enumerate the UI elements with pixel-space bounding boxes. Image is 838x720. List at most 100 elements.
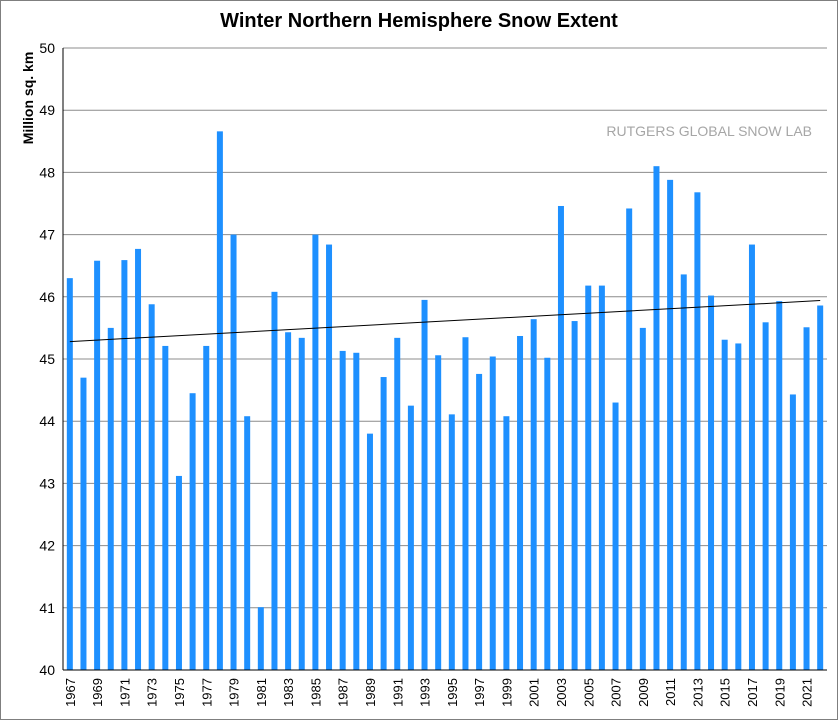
bar-2006 (598, 285, 605, 670)
bar-1975 (175, 475, 182, 670)
x-tick-label: 2007 (609, 678, 624, 707)
bar-2001 (530, 319, 537, 670)
y-tick-label: 45 (39, 351, 55, 367)
y-tick-label: 48 (39, 164, 55, 180)
bar-1991 (394, 337, 401, 670)
bar-1976 (189, 393, 196, 670)
y-tick-label: 49 (39, 102, 55, 118)
bar-1992 (407, 405, 414, 670)
bar-1984 (298, 337, 305, 670)
bar-2013 (694, 192, 701, 670)
bar-1985 (312, 234, 319, 670)
x-tick-label: 1989 (363, 678, 378, 707)
x-tick-label: 2009 (636, 678, 651, 707)
bar-2016 (735, 343, 742, 670)
y-tick-label: 50 (39, 40, 55, 56)
bar-1998 (489, 356, 496, 670)
bar-2022 (817, 305, 824, 670)
bar-2004 (571, 321, 578, 670)
bar-2000 (517, 335, 524, 670)
bar-1995 (448, 414, 455, 670)
bar-2011 (667, 179, 674, 670)
bar-1973 (148, 304, 155, 670)
x-tick-label: 1981 (254, 678, 269, 707)
y-tick-label: 46 (39, 289, 55, 305)
x-tick-label: 1987 (336, 678, 351, 707)
bar-1978 (216, 131, 223, 670)
bar-2019 (776, 301, 783, 670)
bar-1977 (203, 345, 210, 670)
bars (66, 131, 824, 670)
x-tick-labels: 1967 1969 1971 1973 1975 1977 1979 1981 1983 1985… (63, 678, 815, 707)
bar-1999 (503, 416, 510, 670)
bar-2017 (748, 244, 755, 670)
bar-1990 (380, 377, 387, 670)
x-tick-label: 2019 (772, 678, 787, 707)
bar-2015 (721, 339, 728, 670)
bar-2002 (544, 357, 551, 670)
bar-2008 (626, 208, 633, 670)
x-tick-label: 1995 (445, 678, 460, 707)
bar-1982 (271, 291, 278, 670)
axes (62, 48, 827, 671)
bar-1980 (244, 416, 251, 670)
x-tick-label: 2011 (663, 678, 678, 706)
x-tick-label: 1975 (172, 678, 187, 707)
bar-2005 (585, 285, 592, 670)
bar-2014 (708, 295, 715, 670)
x-tick-label: 1993 (418, 678, 433, 707)
y-tick-labels: 40 41 42 43 44 45 46 47 48 49 50 (39, 40, 55, 678)
x-tick-label: 1977 (199, 678, 214, 707)
bar-1993 (421, 299, 428, 670)
y-tick-label: 42 (39, 538, 55, 554)
x-tick-label: 1983 (281, 678, 296, 707)
watermark-annotation: RUTGERS GLOBAL SNOW LAB (606, 123, 812, 139)
bar-1972 (135, 248, 142, 670)
trendline-group (69, 300, 821, 343)
chart-title: Winter Northern Hemisphere Snow Extent (220, 10, 618, 32)
bar-2020 (789, 394, 796, 670)
x-tick-label: 1967 (63, 678, 78, 707)
bar-1989 (366, 433, 373, 670)
bar-1968 (80, 377, 87, 670)
x-tick-label: 1969 (90, 678, 105, 707)
bar-1983 (285, 332, 292, 670)
bar-1974 (162, 345, 169, 670)
x-tick-label: 1971 (117, 678, 132, 707)
x-tick-label: 1997 (472, 678, 487, 707)
bar-1971 (121, 260, 128, 670)
x-tick-label: 2001 (527, 678, 542, 707)
x-tick-label: 1985 (308, 678, 323, 707)
x-tick-label: 2005 (581, 678, 596, 707)
y-tick-label: 41 (39, 600, 55, 616)
x-tick-label: 2021 (800, 678, 815, 707)
bar-2003 (557, 205, 564, 670)
x-tick-label: 2003 (554, 678, 569, 707)
x-tick-label: 2017 (745, 678, 760, 707)
y-tick-label: 43 (39, 475, 55, 491)
bar-1994 (435, 355, 442, 670)
y-tick-label: 40 (39, 662, 55, 678)
y-tick-label: 44 (39, 413, 55, 429)
x-tick-label: 2013 (690, 678, 705, 707)
x-tick-label: 1991 (390, 678, 405, 707)
y-tick-label: 47 (39, 227, 55, 243)
x-tick-label: 1999 (499, 678, 514, 707)
bar-2018 (762, 322, 769, 670)
bar-2012 (680, 274, 687, 670)
x-tick-label: 1979 (227, 678, 242, 707)
x-tick-label: 1973 (145, 678, 160, 707)
bar-1969 (94, 260, 101, 670)
bar-1986 (326, 244, 333, 670)
bar-1996 (462, 337, 469, 670)
bar-2007 (612, 402, 619, 670)
bar-2010 (653, 166, 660, 670)
bar-1981 (257, 607, 264, 670)
bar-1988 (353, 352, 360, 670)
trend-line (69, 300, 821, 343)
bar-1970 (107, 327, 114, 670)
bar-1987 (339, 350, 346, 670)
bar-2009 (639, 327, 646, 670)
bar-2021 (803, 327, 810, 670)
